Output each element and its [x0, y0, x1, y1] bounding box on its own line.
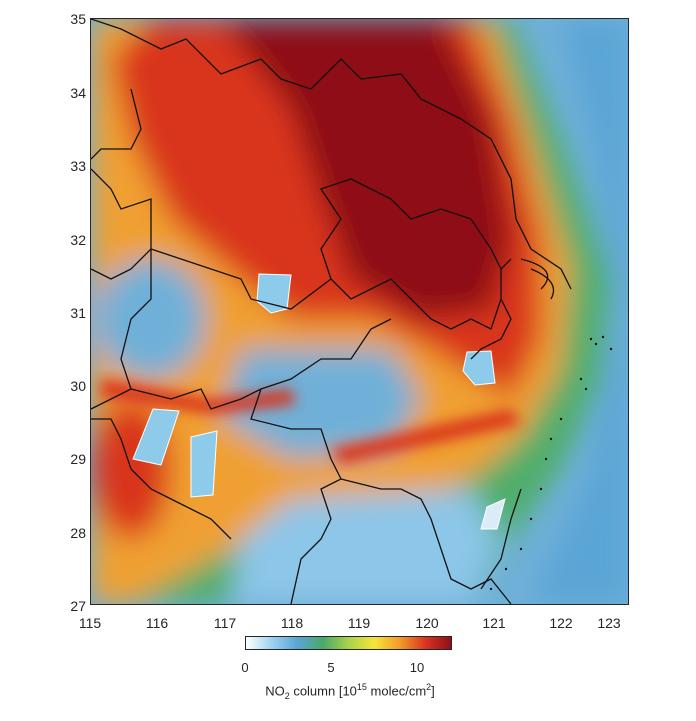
no2-map	[90, 18, 629, 605]
colorbar	[245, 636, 452, 650]
lake-patch	[462, 350, 496, 386]
lon-tick-label: 119	[347, 615, 371, 631]
lon-tick-label: 122	[549, 615, 573, 631]
lat-tick-label: 28	[70, 525, 86, 541]
lon-tick-label: 115	[78, 615, 102, 631]
lon-tick-label: 123	[597, 615, 621, 631]
lon-tick-label: 117	[213, 615, 237, 631]
colorbar-tick-label: 0	[241, 660, 249, 675]
province-boundaries	[91, 19, 572, 604]
lon-tick-label: 118	[280, 615, 304, 631]
lake-patch	[190, 430, 218, 498]
colorbar-tick-label: 10	[409, 660, 425, 675]
lat-tick-label: 35	[70, 11, 86, 27]
lat-tick-label: 27	[70, 598, 86, 614]
lat-tick-label: 33	[70, 158, 86, 174]
coastline-islands	[489, 335, 613, 591]
lon-tick-label: 121	[482, 615, 506, 631]
lat-tick-label: 34	[70, 85, 86, 101]
lake-patch	[132, 408, 180, 466]
lat-tick-label: 32	[70, 232, 86, 248]
lat-tick-label: 31	[70, 305, 86, 321]
no2-field	[91, 19, 628, 604]
lat-tick-label: 29	[70, 451, 86, 467]
lat-tick-label: 30	[70, 378, 86, 394]
colorbar-title: NO2 column [1015 molec/cm2]	[265, 682, 435, 701]
lon-tick-label: 116	[145, 615, 169, 631]
colorbar-tick-label: 5	[327, 660, 335, 675]
lon-tick-label: 120	[415, 615, 439, 631]
